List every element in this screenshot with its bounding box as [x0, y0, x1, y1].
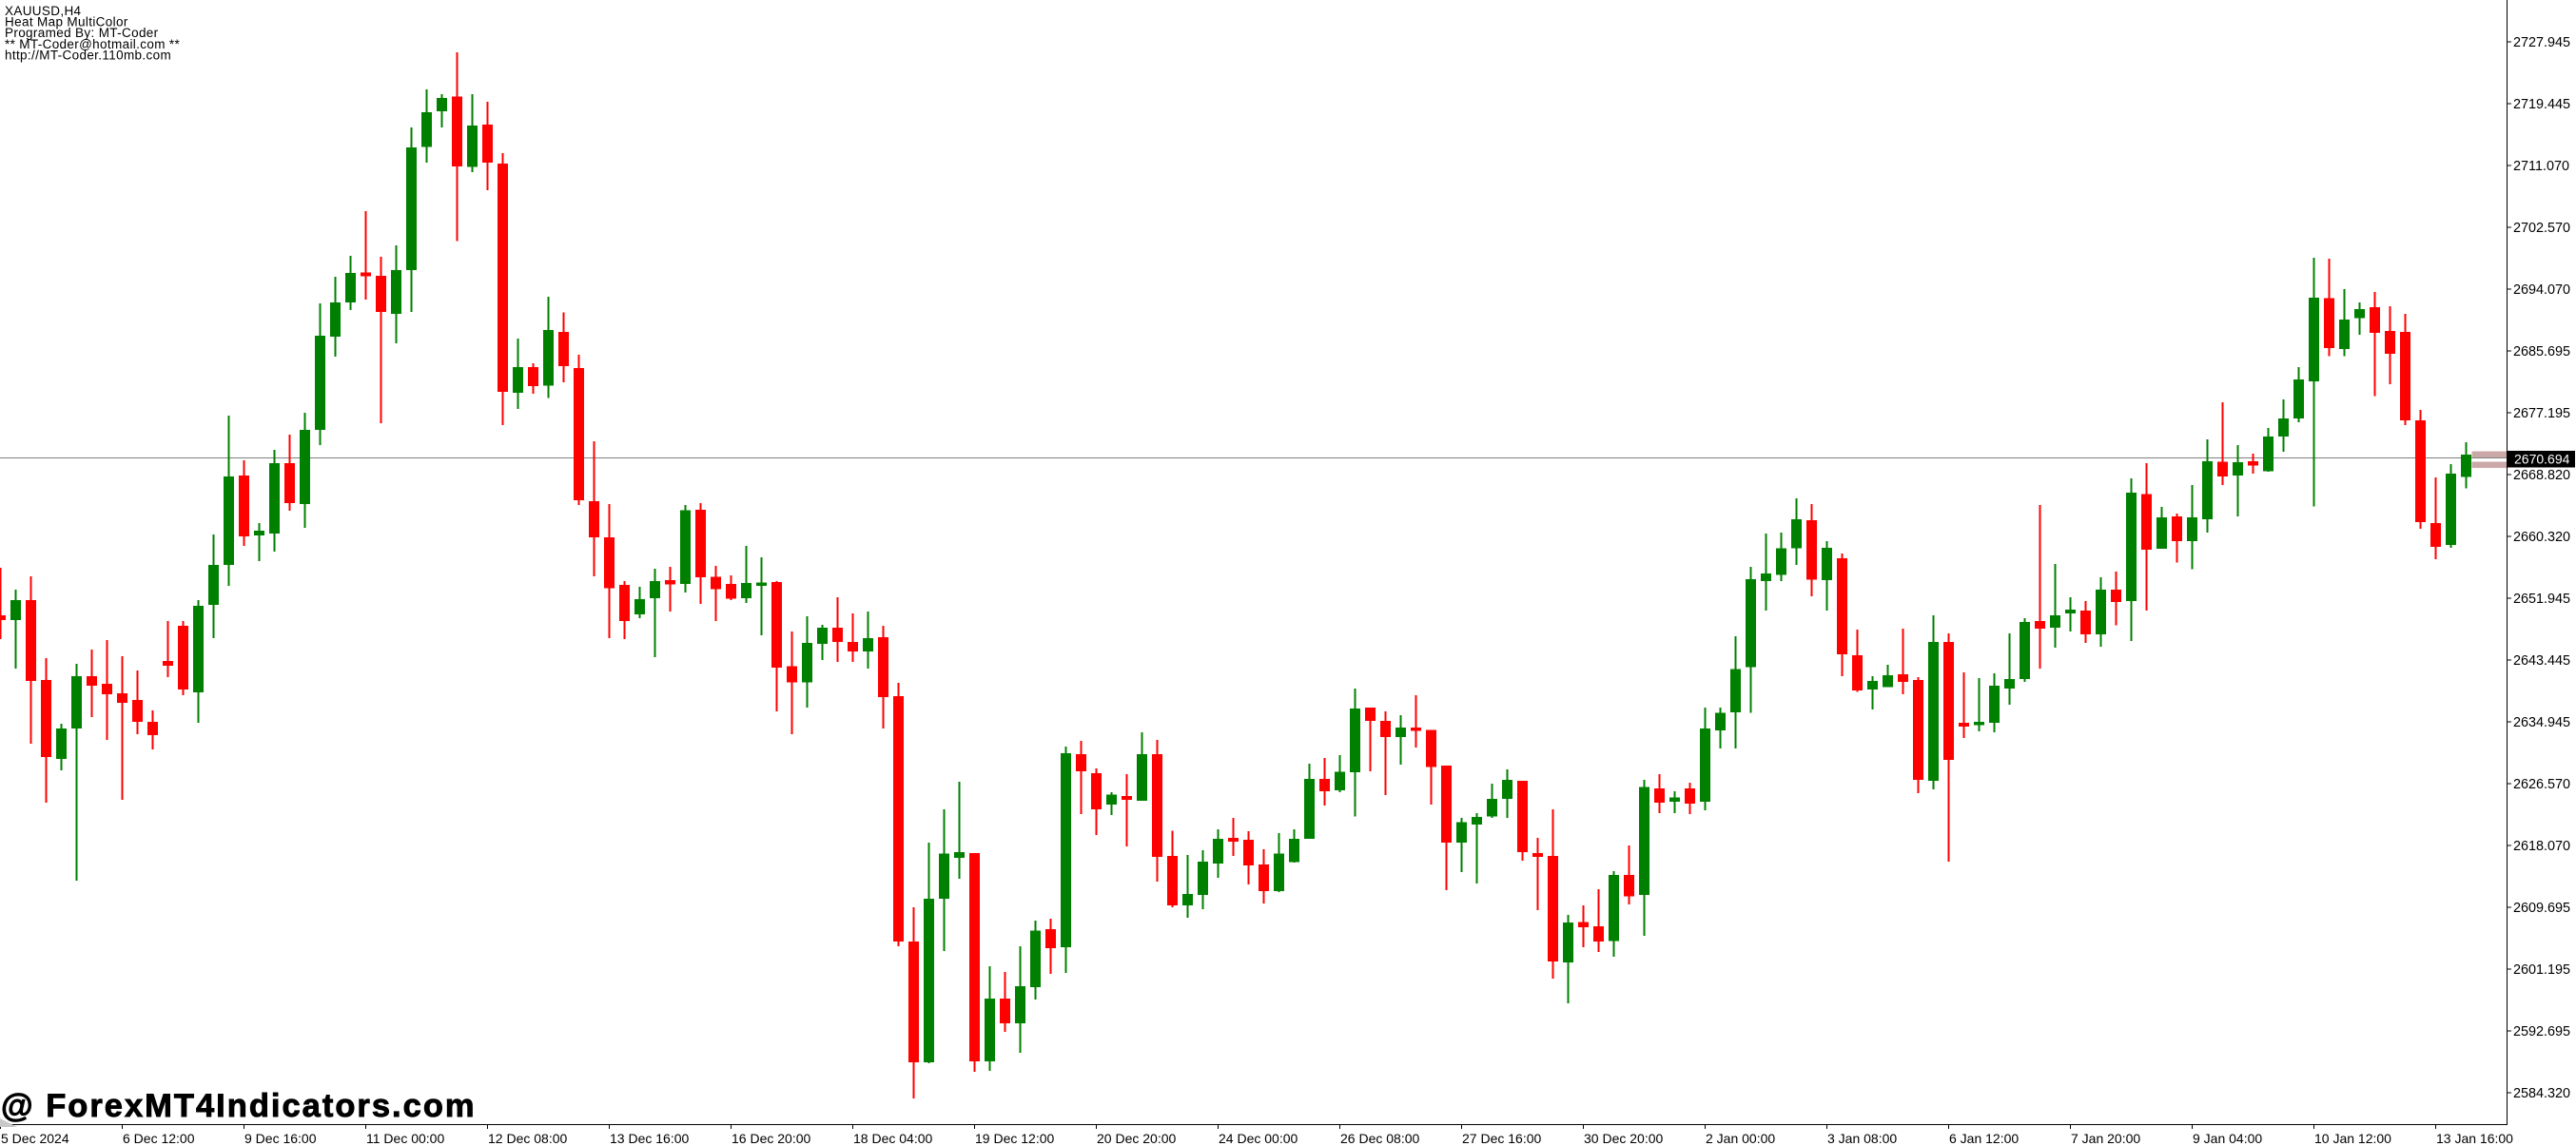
svg-text:2670.694: 2670.694	[2514, 452, 2570, 467]
svg-text:12 Dec 08:00: 12 Dec 08:00	[488, 1131, 567, 1146]
svg-text:9 Jan 04:00: 9 Jan 04:00	[2193, 1131, 2262, 1146]
svg-text:2668.820: 2668.820	[2513, 468, 2570, 483]
svg-text:26 Dec 08:00: 26 Dec 08:00	[1340, 1131, 1419, 1146]
svg-text:2609.695: 2609.695	[2513, 901, 2570, 916]
svg-text:2601.195: 2601.195	[2513, 962, 2570, 978]
svg-text:2685.695: 2685.695	[2513, 344, 2570, 359]
svg-text:@ ForexMT4Indicators.com: @ ForexMT4Indicators.com	[1, 1088, 477, 1124]
svg-text:2719.445: 2719.445	[2513, 97, 2570, 112]
svg-text:2727.945: 2727.945	[2513, 35, 2570, 50]
svg-text:2592.695: 2592.695	[2513, 1024, 2570, 1039]
svg-text:Heat Map MultiColor: Heat Map MultiColor	[5, 15, 128, 29]
svg-text:2660.320: 2660.320	[2513, 530, 2570, 545]
svg-text:2643.445: 2643.445	[2513, 653, 2570, 669]
svg-text:7 Jan 20:00: 7 Jan 20:00	[2071, 1131, 2140, 1146]
svg-text:2626.570: 2626.570	[2513, 777, 2570, 792]
svg-text:2634.945: 2634.945	[2513, 715, 2570, 730]
svg-text:** MT-Coder@hotmail.com **: ** MT-Coder@hotmail.com **	[5, 37, 181, 51]
svg-text:2702.570: 2702.570	[2513, 221, 2570, 236]
svg-text:2651.945: 2651.945	[2513, 592, 2570, 607]
svg-text:16 Dec 20:00: 16 Dec 20:00	[732, 1131, 810, 1146]
svg-text:9 Dec 16:00: 9 Dec 16:00	[244, 1131, 317, 1146]
svg-text:XAUUSD,H4: XAUUSD,H4	[5, 4, 82, 18]
svg-text:2694.070: 2694.070	[2513, 282, 2570, 298]
svg-text:2711.070: 2711.070	[2513, 159, 2569, 174]
svg-text:13 Dec 16:00: 13 Dec 16:00	[610, 1131, 689, 1146]
svg-text:19 Dec 12:00: 19 Dec 12:00	[975, 1131, 1054, 1146]
svg-text:30 Dec 20:00: 30 Dec 20:00	[1584, 1131, 1663, 1146]
svg-text:Programed By: MT-Coder: Programed By: MT-Coder	[5, 26, 159, 40]
svg-text:20 Dec 20:00: 20 Dec 20:00	[1097, 1131, 1176, 1146]
svg-text:6 Dec 12:00: 6 Dec 12:00	[123, 1131, 195, 1146]
svg-text:27 Dec 16:00: 27 Dec 16:00	[1462, 1131, 1541, 1146]
svg-text:24 Dec 00:00: 24 Dec 00:00	[1219, 1131, 1298, 1146]
svg-text:6 Jan 12:00: 6 Jan 12:00	[1949, 1131, 2019, 1146]
svg-text:http://MT-Coder.110mb.com: http://MT-Coder.110mb.com	[5, 48, 171, 62]
svg-text:2618.070: 2618.070	[2513, 839, 2570, 854]
svg-text:13 Jan 16:00: 13 Jan 16:00	[2436, 1131, 2513, 1146]
svg-text:5 Dec 2024: 5 Dec 2024	[1, 1131, 69, 1146]
svg-text:2677.195: 2677.195	[2513, 406, 2570, 421]
svg-text:2584.320: 2584.320	[2513, 1086, 2570, 1101]
svg-text:11 Dec 00:00: 11 Dec 00:00	[366, 1131, 444, 1146]
svg-text:2 Jan 00:00: 2 Jan 00:00	[1706, 1131, 1775, 1146]
svg-text:3 Jan 08:00: 3 Jan 08:00	[1827, 1131, 1897, 1146]
svg-text:10 Jan 12:00: 10 Jan 12:00	[2314, 1131, 2391, 1146]
svg-text:18 Dec 04:00: 18 Dec 04:00	[853, 1131, 932, 1146]
